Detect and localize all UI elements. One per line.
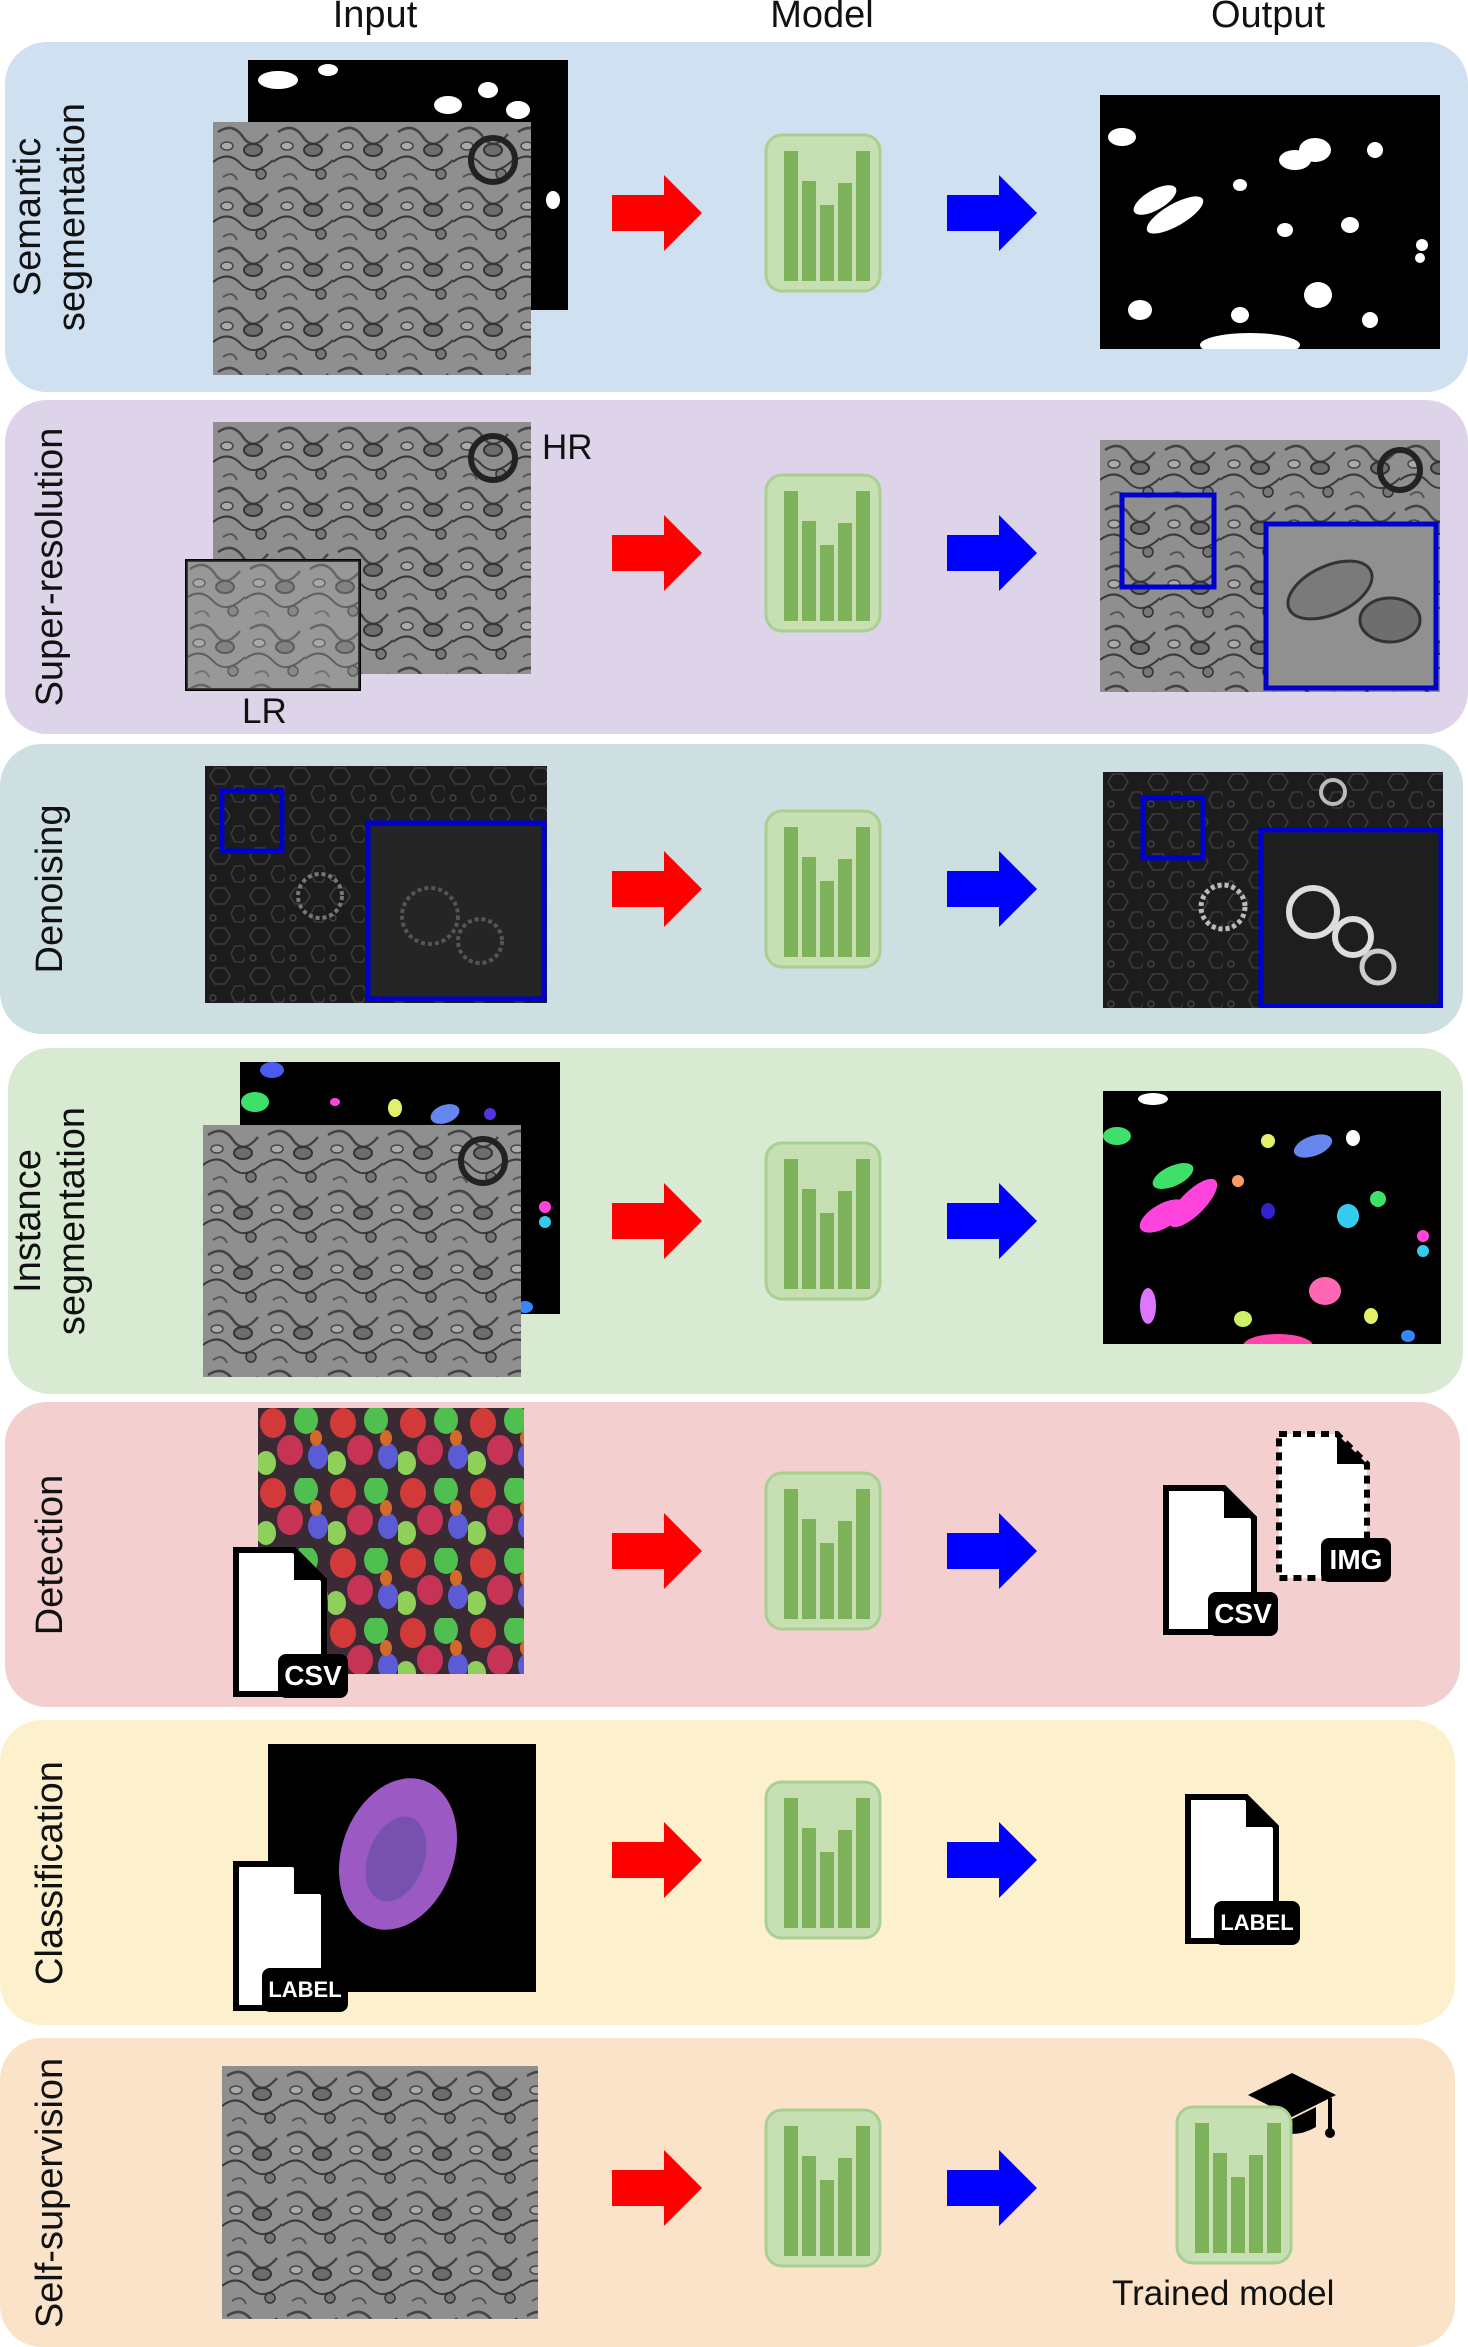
csv-file-icon-input: CSV [232,1546,364,1719]
model-icon [764,2108,882,2268]
semantic-output-mask [1100,95,1440,349]
file-tag-label: IMG [1329,1544,1383,1575]
zoom-box-small [1140,795,1206,861]
input-arrow [612,1822,702,1898]
input-arrow [612,851,702,927]
label-file-icon-output: LABEL [1184,1793,1316,1966]
row-label-detection: Detection [29,1474,71,1635]
input-arrow [612,515,702,591]
em-input-image-instance [203,1125,521,1377]
trained-model-icon [1175,2105,1293,2265]
lr-label: LR [242,692,287,731]
zoom-box-small [219,788,285,854]
output-column-header: Output [1210,0,1326,36]
output-arrow [947,1183,1037,1259]
label-file-icon-input: LABEL [232,1860,364,2033]
row-label-denoising: Denoising [29,804,71,974]
row-label-self-supervision: Self-supervision [29,2057,71,2328]
noisy-input-image [205,766,547,1003]
model-icon [764,1471,882,1631]
super-resolution-output-image [1100,440,1440,692]
file-tag-label: CSV [284,1660,342,1691]
instance-output-mask [1103,1091,1441,1344]
output-arrow [947,851,1037,927]
img-file-icon-output: IMG [1275,1430,1407,1603]
output-arrow [947,1513,1037,1589]
row-label-semantic-segmentation: Semantic segmentation [7,102,93,332]
trained-model-label: Trained model [1112,2274,1335,2313]
model-icon [764,809,882,969]
em-input-image-self-supervision [222,2066,538,2319]
output-arrow [947,2150,1037,2226]
em-input-image [213,122,531,375]
lr-input-image [185,559,361,691]
input-column-header: Input [332,0,418,36]
file-tag-label: LABEL [1220,1910,1294,1935]
row-label-classification: Classification [29,1760,71,1985]
file-tag-label: LABEL [268,1977,342,2002]
output-arrow [947,175,1037,251]
file-tag-label: CSV [1214,1598,1272,1629]
input-arrow [612,1183,702,1259]
input-arrow [612,1513,702,1589]
model-icon [764,473,882,633]
output-arrow [947,515,1037,591]
model-icon [764,1141,882,1301]
hr-label: HR [542,428,593,467]
input-arrow [612,2150,702,2226]
model-icon [764,1780,882,1940]
model-column-header: Model [770,0,874,36]
output-arrow [947,1822,1037,1898]
denoised-output-image [1103,772,1443,1008]
row-label-instance-segmentation: Instance segmentation [7,1106,93,1336]
model-icon [764,133,882,293]
input-arrow [612,175,702,251]
zoom-box-small [1119,492,1217,590]
row-label-super-resolution: Super-resolution [29,427,71,707]
csv-file-icon-output: CSV [1162,1484,1294,1657]
